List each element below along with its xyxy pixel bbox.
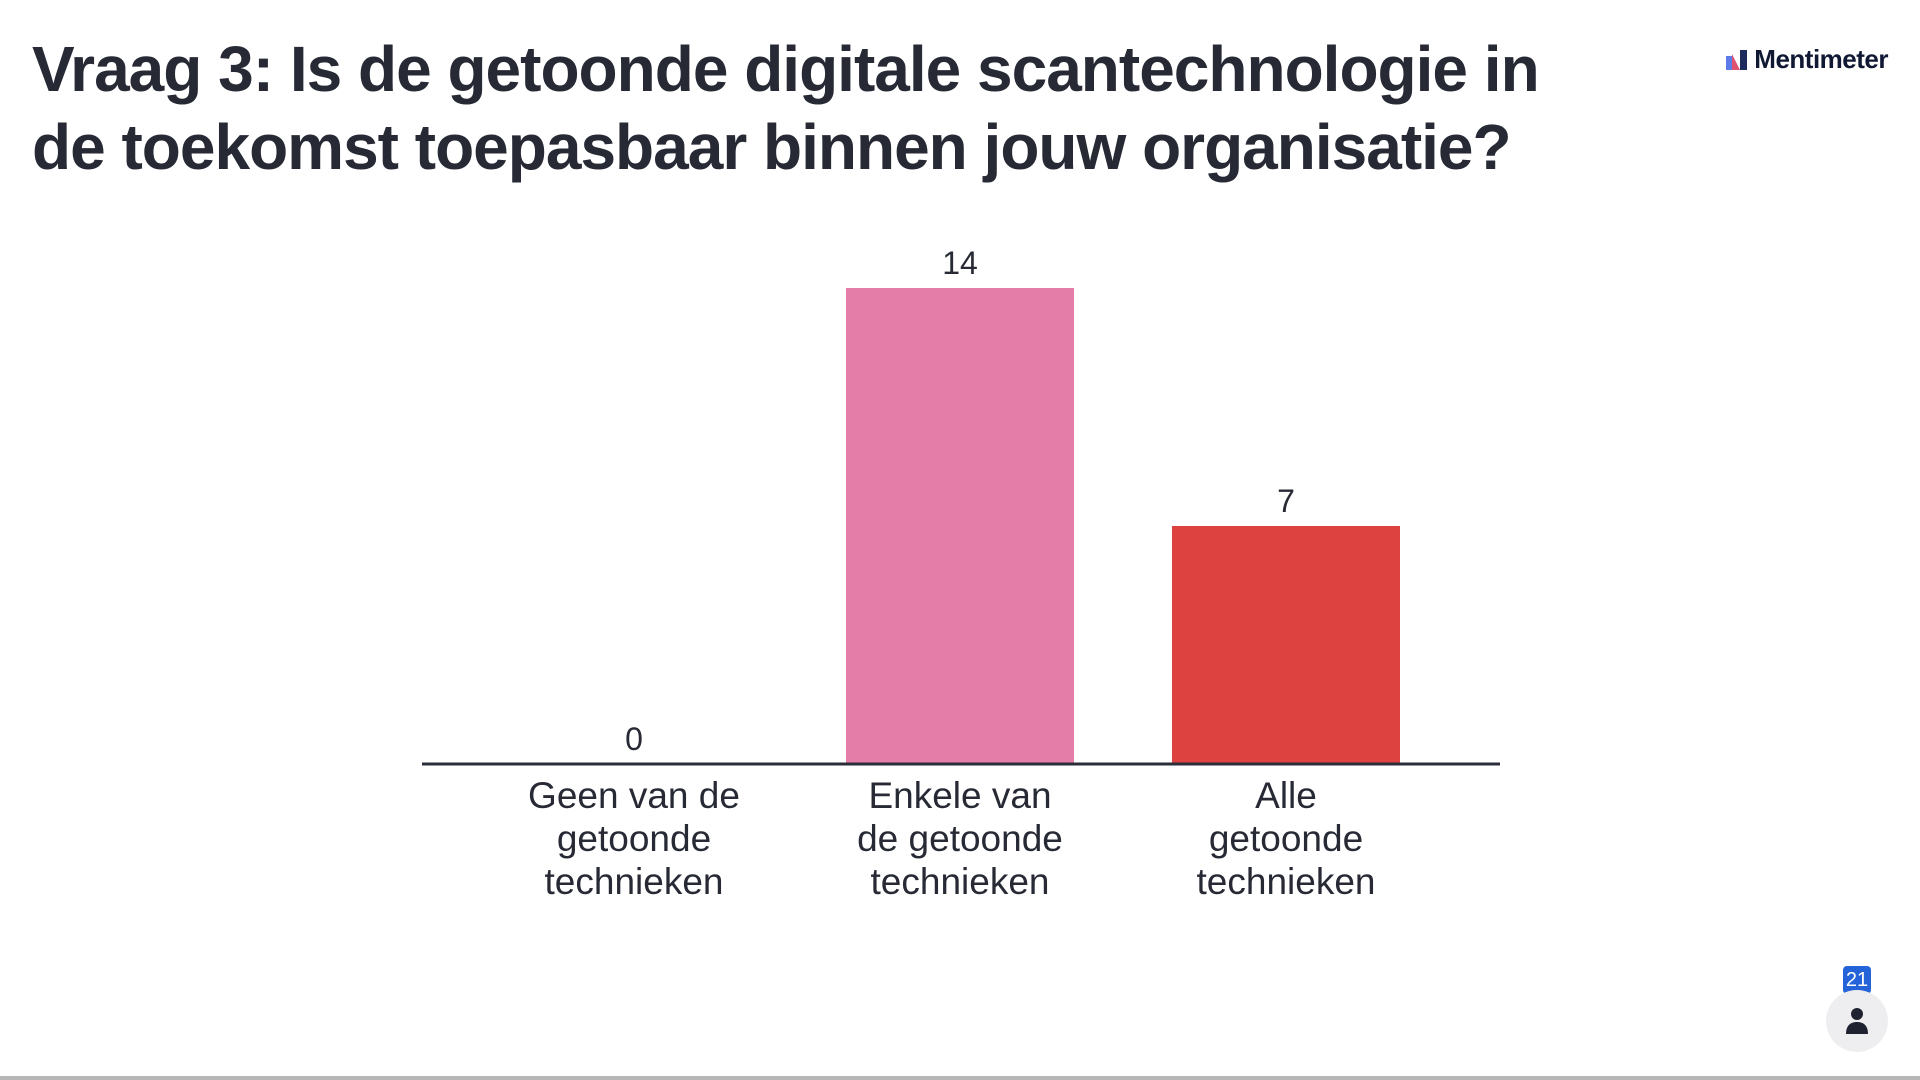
participant-avatar: [1826, 990, 1888, 1052]
brand-logo: Mentimeter: [1726, 44, 1888, 75]
category-label-line: Enkele van: [868, 775, 1051, 816]
category-label-line: getoonde: [1209, 818, 1363, 859]
category-label-line: Alle: [1255, 775, 1317, 816]
bar-value-label-2: 7: [1277, 483, 1295, 519]
category-label-line: de getoonde: [857, 818, 1063, 859]
bar-value-label-1: 14: [942, 245, 978, 281]
bar-2: [1172, 526, 1400, 764]
participants-indicator[interactable]: 21: [1826, 966, 1888, 1052]
category-label-line: Geen van de: [528, 775, 740, 816]
category-label-2: Alle getoonde technieken: [1197, 775, 1376, 902]
category-label-line: technieken: [1197, 861, 1376, 902]
bar-value-label-0: 0: [625, 721, 643, 757]
bar-1: [846, 288, 1074, 764]
person-icon: [1846, 1008, 1868, 1034]
bottom-border: [0, 1076, 1920, 1080]
mentimeter-logo-icon: [1726, 49, 1748, 70]
category-label-line: technieken: [871, 861, 1050, 902]
brand-name: Mentimeter: [1754, 44, 1888, 74]
participant-count-badge: 21: [1843, 966, 1871, 994]
category-label-1: Enkele van de getoonde technieken: [857, 775, 1063, 902]
category-label-line: technieken: [545, 861, 724, 902]
page-title: Vraag 3: Is de getoonde digitale scantec…: [32, 33, 1540, 183]
category-label-0: Geen van de getoonde technieken: [528, 775, 740, 902]
category-label-line: getoonde: [557, 818, 711, 859]
